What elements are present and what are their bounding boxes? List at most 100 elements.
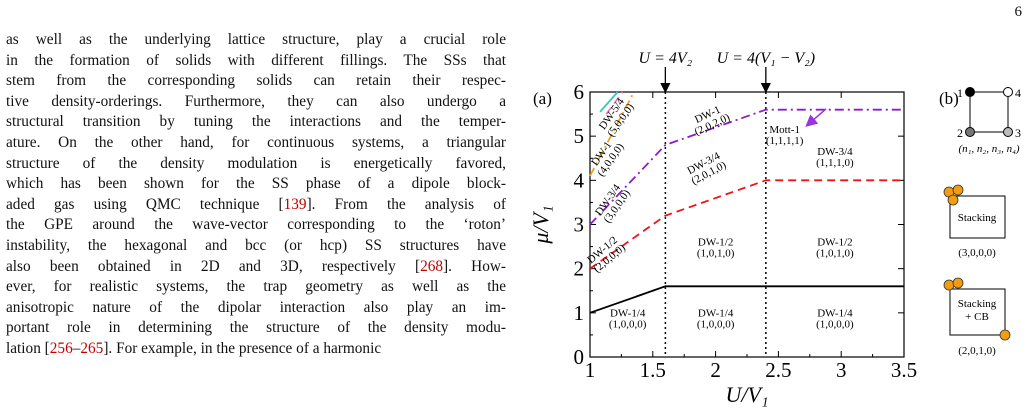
phase-occupation: (1,0,1,0) (697, 248, 735, 260)
text-fragment: – (72, 339, 81, 357)
phase-boundary-line (605, 91, 624, 115)
y-tick-label: 4 (574, 168, 585, 192)
text-line: structure of the density modulation is e… (6, 154, 506, 175)
text-line: tive density-orderings. Furthermore, the… (6, 92, 506, 113)
text-line: also been obtained in 2D and 3D, respect… (6, 257, 506, 278)
stacking-box (949, 195, 1006, 239)
phase-occupation: (1,1,1,1) (766, 135, 804, 147)
text-line: aded gas using QMC technique [139]. From… (6, 195, 506, 216)
phase-name: DW-1/4 (610, 307, 646, 319)
occupation-caption: (n₁, n₂, n₃, n₄) (958, 143, 1019, 155)
text-line: the GPE around the wave-vector correspon… (6, 215, 506, 236)
text-line: instability, the hexagonal and bcc (or h… (6, 236, 506, 257)
text-fragment: lation [ (6, 339, 50, 357)
phase-boundary-line (599, 91, 619, 113)
box-label: + CB (965, 311, 989, 323)
text-fragment: tive density-orderings. Furthermore, the… (6, 92, 506, 110)
phase-label: DW-1/4(1,0,0,0) (816, 307, 854, 330)
phase-name: Mott-1 (769, 124, 800, 136)
phase-boundary-line (589, 108, 904, 226)
phase-label: DW-1/4(1,0,0,0) (697, 307, 735, 330)
text-fragment: ]. For example, in the presence of a har… (103, 339, 382, 357)
citation-link[interactable]: 268 (420, 257, 444, 275)
citation-link[interactable]: 139 (283, 195, 307, 213)
panel-b-label: (b) (939, 89, 959, 108)
text-fragment: ]. How- (443, 257, 506, 275)
x-tick-label: 2.5 (765, 358, 791, 382)
y-tick-label: 1 (574, 301, 585, 325)
text-line: portant role in determining the structur… (6, 318, 506, 339)
text-line: in the formation of solids with differen… (6, 51, 506, 72)
text-line: anisotropic nature of the dipolar intera… (6, 298, 506, 319)
y-tick-label: 2 (574, 257, 585, 281)
text-fragment: the GPE around the wave-vector correspon… (6, 216, 506, 234)
phase-name: DW-3/4 (817, 146, 853, 158)
x-tick-label: 3 (836, 358, 847, 382)
particle-dot (947, 194, 959, 206)
phase-occupation: (1,0,0,0) (697, 318, 735, 330)
text-line: which has been shown for the SS phase of… (6, 174, 506, 195)
panel-a-label: (a) (533, 89, 552, 108)
phase-name: DW-1/2 (817, 237, 852, 249)
phase-occupation: (1,0,0,0) (609, 318, 647, 330)
x-tick-label: 1 (585, 358, 596, 382)
text-line: ature. On the other hand, for continuous… (6, 133, 506, 154)
site-circle (965, 87, 975, 97)
mott-arrow (805, 108, 827, 127)
site-number: 4 (1015, 86, 1021, 100)
phase-boundary-line (589, 285, 904, 314)
site-circle (1003, 87, 1013, 97)
phase-name: DW-1/2 (698, 237, 733, 249)
phase-name: DW-1/4 (698, 307, 734, 319)
stacking-cb-box (949, 288, 1006, 336)
text-fragment: ever, for realistic systems, the trap ge… (6, 278, 506, 296)
x-axis-label: U/V₁ (725, 382, 768, 407)
text-fragment: structural transition by tuning the inte… (6, 113, 506, 131)
phase-occupation: (1,0,1,0) (816, 248, 854, 260)
y-tick-label: 6 (574, 80, 585, 104)
site-circle (965, 127, 975, 137)
box-occupation: (2,0,1,0) (958, 345, 996, 357)
phase-label: DW-1(2,0,2,0) (693, 104, 732, 138)
phase-label: DW-5/4(5,0,0,0) (597, 96, 637, 140)
box-label: Stacking (958, 212, 997, 224)
text-fragment: structure of the density modulation is e… (6, 154, 506, 172)
x-tick-label: 1.5 (640, 358, 666, 382)
text-fragment: anisotropic nature of the dipolar intera… (6, 298, 506, 316)
site-circle (1003, 127, 1013, 137)
text-line: lation [256–265]. For example, in the pr… (6, 339, 506, 360)
text-line: structural transition by tuning the inte… (6, 112, 506, 133)
x-tick-label: 3.5 (891, 358, 917, 382)
phase-label: DW-1/2(1,0,1,0) (697, 237, 735, 260)
box-label: Stacking (958, 298, 997, 310)
phase-label: DW-3/4(1,1,1,0) (816, 146, 854, 169)
citation-link[interactable]: 265 (80, 339, 104, 357)
text-fragment: as well as the underlying lattice struct… (6, 31, 506, 48)
text-fragment: instability, the hexagonal and bcc (or h… (6, 236, 506, 254)
body-text-column: as well as the underlying lattice struct… (6, 30, 506, 360)
y-tick-label: 0 (574, 345, 585, 369)
panel-b-schematic: (b)1 2 3 4 (n₁, n₂, n₃, n₄) Stacking (3,0,0,0)… (939, 86, 1021, 357)
citation-link[interactable]: 256 (49, 339, 73, 357)
particle-dot (999, 329, 1011, 341)
y-axis-label: μ/V₁ (528, 205, 553, 244)
phase-label: DW-3/4(3,0,0,0) (593, 182, 633, 226)
phase-label: DW-1/4(1,0,0,0) (609, 307, 647, 330)
text-fragment: ]. From the analysis of (306, 195, 506, 213)
page-number: 6 (1014, 4, 1023, 20)
text-fragment: in the formation of solids with differen… (6, 51, 506, 69)
text-line: stem from the corresponding solids can r… (6, 71, 506, 92)
particle-dot (952, 184, 964, 196)
phase-name: DW-1/4 (817, 307, 853, 319)
phase-label: Mott-1(1,1,1,1) (766, 124, 804, 147)
x-tick-label: 2 (710, 358, 721, 382)
text-fragment: also been obtained in 2D and 3D, respect… (6, 257, 421, 275)
threshold-label: U = 4(V₁ − V₂) (717, 50, 815, 67)
plaquette-square (969, 91, 1009, 133)
text-fragment: stem from the corresponding solids can r… (6, 72, 506, 90)
y-tick-label: 5 (574, 124, 585, 148)
phase-label: DW-3/4(2,0,1,0) (685, 150, 728, 188)
text-line: as well as the underlying lattice struct… (6, 30, 506, 51)
